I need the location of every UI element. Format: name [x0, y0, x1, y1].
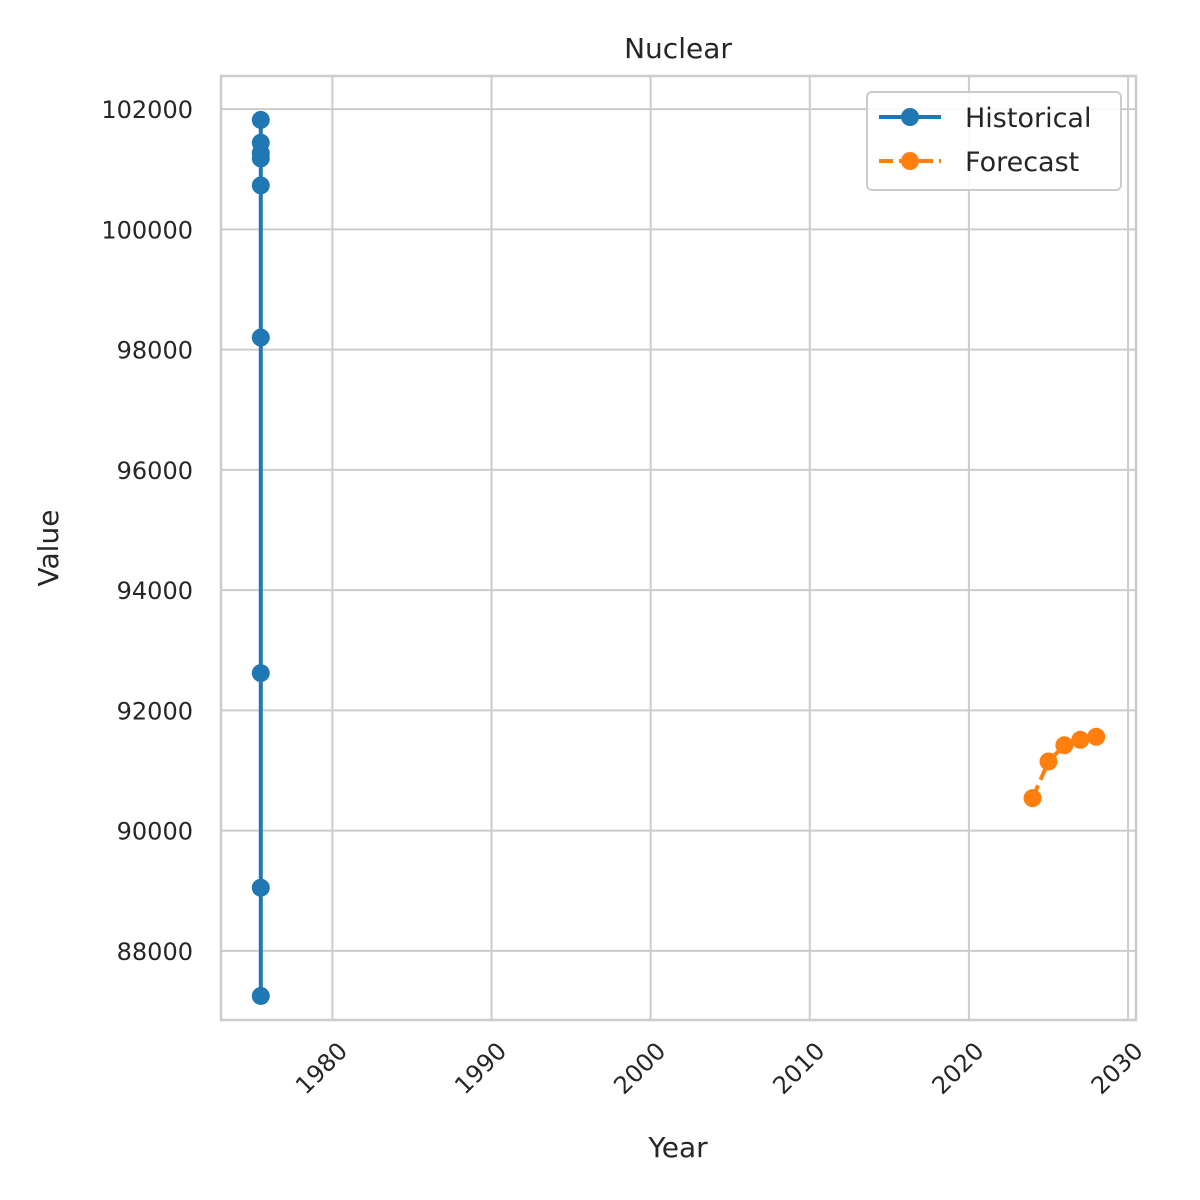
forecast-point: [1055, 736, 1074, 755]
forecast-point: [1039, 752, 1058, 771]
historical-point: [251, 328, 270, 347]
y-tick-label: 100000: [101, 216, 193, 244]
historical-point: [251, 176, 270, 195]
historical-point: [251, 664, 270, 683]
forecast-point: [1023, 789, 1042, 808]
y-tick-label: 92000: [117, 697, 193, 725]
historical-point: [251, 986, 270, 1005]
y-axis-label: Value: [32, 510, 65, 587]
historical-point: [251, 878, 270, 897]
y-tick-label: 96000: [117, 457, 193, 485]
series-layer: [251, 110, 1106, 1005]
x-axis-label: Year: [647, 1131, 708, 1164]
y-tick-label: 98000: [117, 337, 193, 365]
y-tick-label: 102000: [101, 96, 193, 124]
historical-point: [251, 110, 270, 129]
y-tick-label: 88000: [117, 938, 193, 966]
forecast-point: [1071, 730, 1090, 749]
forecast-point: [1087, 727, 1106, 746]
historical-point: [251, 133, 270, 152]
chart-title: Nuclear: [624, 32, 732, 65]
y-tick-label: 94000: [117, 577, 193, 605]
legend-historical-marker: [901, 108, 919, 126]
legend-forecast-marker: [901, 152, 919, 170]
legend-forecast-label: Forecast: [965, 147, 1079, 178]
grid: [221, 76, 1136, 1020]
legend-historical-label: Historical: [965, 103, 1091, 134]
y-tick-label: 90000: [117, 818, 193, 846]
plot-frame: [219, 74, 1138, 1022]
legend: Historical Forecast: [866, 91, 1122, 191]
